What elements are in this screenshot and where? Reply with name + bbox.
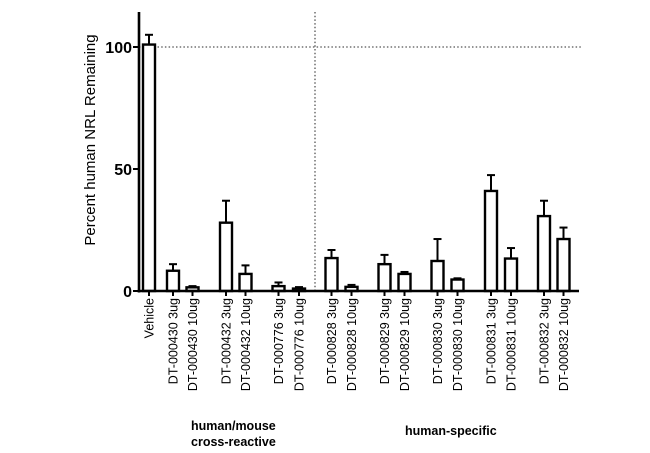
bar-group: [483, 174, 499, 293]
group-label-cross-reactive-line2: cross-reactive: [191, 435, 276, 449]
bar-group: [324, 249, 339, 293]
bar: [141, 43, 157, 293]
bar-group: [165, 263, 181, 293]
x-tick-label: DT-000776 3ug: [272, 298, 286, 384]
x-tick-label: DT-000828 10ug: [345, 298, 359, 391]
y-tick-label: 0: [123, 284, 132, 301]
bar-group: [450, 277, 465, 293]
bar-group: [430, 238, 445, 293]
y-tick-label: 100: [105, 40, 132, 57]
bar-group: [238, 264, 253, 293]
reference-lines: [139, 12, 582, 291]
bar: [450, 278, 465, 293]
bar-group: [377, 253, 392, 293]
group-label-cross-reactive: human/mouse: [191, 419, 276, 433]
y-tick-label: 50: [114, 162, 132, 179]
bar: [324, 256, 339, 293]
bar-group: [556, 226, 571, 293]
x-tick-label: DT-000832 3ug: [538, 298, 552, 384]
x-tick-labels: Vehicle DT-000430 3ug DT-000430 10ug DT-000…: [143, 291, 571, 391]
bars: [141, 33, 571, 293]
bar: [238, 272, 253, 293]
x-tick-label: DT-000430 3ug: [167, 298, 181, 384]
x-tick-label: DT-000830 3ug: [431, 298, 445, 384]
x-tick-label: DT-000776 10ug: [293, 298, 307, 391]
x-tick-label: DT-000829 10ug: [398, 298, 412, 391]
x-tick-label: Vehicle: [143, 298, 157, 338]
bar: [397, 272, 412, 293]
x-tick-label: DT-000832 10ug: [557, 298, 571, 391]
bar: [165, 269, 181, 293]
bar: [556, 237, 571, 293]
x-tick-label: DT-000432 10ug: [239, 298, 253, 391]
bar: [483, 189, 499, 293]
bar: [503, 257, 519, 293]
group-labels: human/mouse cross-reactive human-specific: [191, 419, 497, 449]
bar-group: [536, 199, 552, 293]
group-label-human-specific: human-specific: [405, 424, 497, 438]
x-tick-label: DT-000831 10ug: [505, 298, 519, 391]
bar-group: [141, 33, 157, 293]
bar: [218, 221, 234, 293]
bar: [377, 262, 392, 293]
x-tick-label: DT-000831 3ug: [485, 298, 499, 384]
bar: [536, 214, 552, 293]
bar-group: [397, 270, 412, 293]
bar-group: [503, 247, 519, 293]
x-tick-label: DT-000829 3ug: [378, 298, 392, 384]
axes: [137, 12, 579, 293]
bar: [430, 259, 445, 293]
y-ticks: 0 50 100: [105, 40, 139, 301]
y-axis-label: Percent human NRL Remaining: [82, 34, 99, 245]
x-tick-label: DT-000432 3ug: [220, 298, 234, 384]
x-tick-label: DT-000828 3ug: [325, 298, 339, 384]
x-tick-label: DT-000430 10ug: [186, 298, 200, 391]
x-tick-label: DT-000830 10ug: [451, 298, 465, 391]
bar-group: [218, 199, 234, 293]
